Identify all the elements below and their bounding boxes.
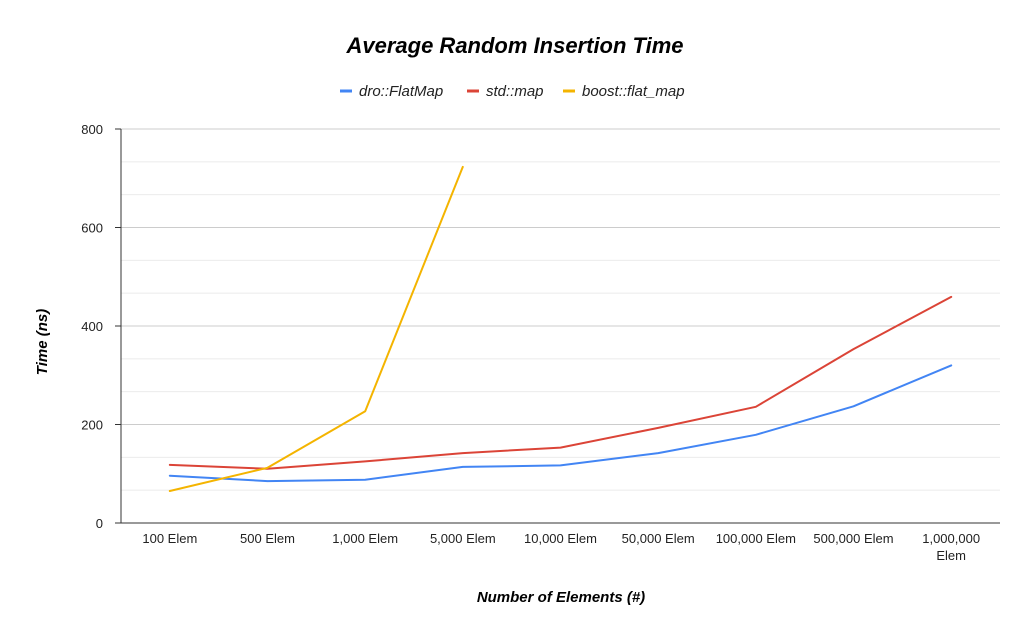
x-tick-label: 5,000 Elem: [430, 531, 496, 546]
x-tick-label: 10,000 Elem: [524, 531, 597, 546]
y-axis-label: Time (ns): [34, 309, 51, 375]
x-tick-label: 100,000 Elem: [716, 531, 796, 546]
legend-label-std-map: std::map: [486, 83, 544, 100]
x-tick-label: 500,000 Elem: [813, 531, 893, 546]
y-tick-label: 200: [81, 418, 103, 433]
legend: dro::FlatMap std::map boost::flat_map: [340, 83, 685, 100]
series-line-std-map: [168, 295, 953, 470]
y-tick-label: 0: [96, 516, 103, 531]
series-line-dro-flatmap: [168, 364, 953, 483]
series-lines: [168, 165, 953, 492]
legend-label-dro-flatmap: dro::FlatMap: [359, 83, 443, 100]
y-tick-label: 600: [81, 221, 103, 236]
x-tick-label: 100 Elem: [142, 531, 197, 546]
x-tick-label: 1,000,000 Elem: [922, 531, 980, 563]
x-axis-label: Number of Elements (#): [477, 589, 645, 606]
x-tick-label: 500 Elem: [240, 531, 295, 546]
legend-label-boost-flat-map: boost::flat_map: [582, 83, 685, 100]
y-tick-label: 800: [81, 122, 103, 137]
x-tick-label: 50,000 Elem: [622, 531, 695, 546]
x-tick-label: 1,000 Elem: [332, 531, 398, 546]
chart-title: Average Random Insertion Time: [345, 33, 683, 58]
series-line-boost-flat-map: [168, 165, 464, 492]
y-tick-label: 400: [81, 319, 103, 334]
x-axis-ticks: 100 Elem 500 Elem 1,000 Elem 5,000 Elem 10,0…: [142, 531, 980, 563]
gridlines: [121, 128, 1000, 491]
y-axis-ticks: 0 200 400 600 800: [81, 122, 121, 531]
